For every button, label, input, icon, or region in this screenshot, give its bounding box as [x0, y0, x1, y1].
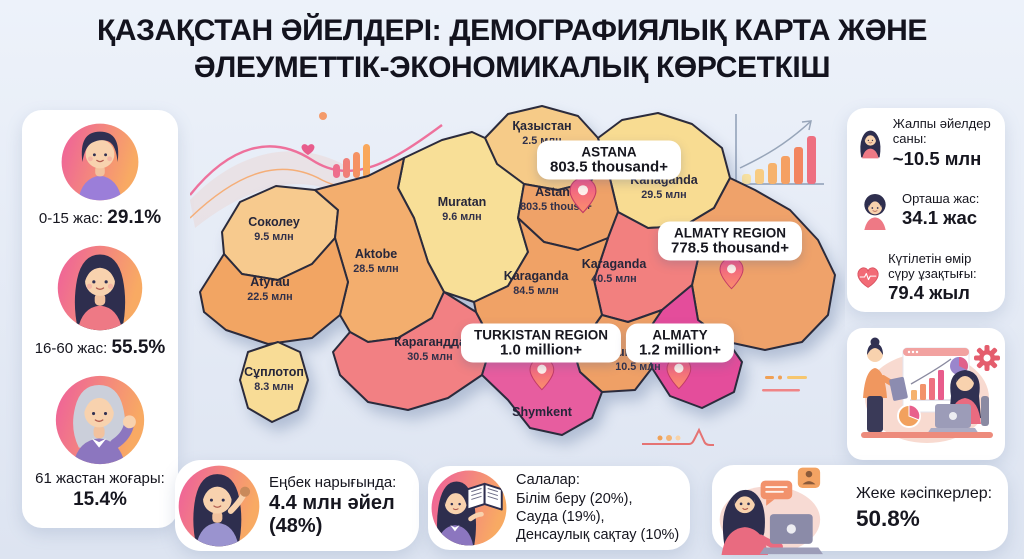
callout-almaty: ALMATY 1.2 million+ — [625, 323, 735, 363]
age-group-61-plus: 61 жастан жоғары: 15.4% — [32, 374, 168, 513]
dot-decoration — [319, 112, 327, 120]
sector-line: Білім беру (20%), — [516, 490, 633, 507]
region-label: Muratan 9.6 млн — [438, 195, 487, 223]
elder-woman-avatar-illustration — [55, 375, 145, 464]
region-label: Astana 803.5 thousa+ — [520, 185, 592, 213]
mini-bar-chart-decoration — [333, 144, 370, 178]
age-stat-value: 55.5% — [111, 336, 166, 358]
region-label: Karaganda 40.5 млн — [582, 257, 648, 285]
callout-value: 1.2 million+ — [638, 341, 722, 359]
heart-pulse-icon — [857, 267, 879, 289]
woman-avatar-illustration — [57, 245, 143, 330]
kazakhstan-map: Қазыстан 2.5 млн Kanaganda 29.5 млн Murata… — [190, 105, 836, 446]
age-stat-text: 16-60 жас: 55.5% — [35, 336, 166, 360]
woman-short-hair-icon — [864, 194, 886, 230]
callout-value: 803.5 thousand+ — [550, 158, 668, 176]
stat-text: Орташа жас: 34.1 жас — [902, 191, 979, 229]
sectors-label: Салалар: — [516, 472, 580, 489]
sectors-text: Салалар: Білім беру (20%), Сауда (19%), … — [516, 471, 679, 544]
region-label: Atyrau 22.5 млн — [247, 275, 292, 303]
growth-chart-decoration — [730, 114, 824, 185]
page-title: ҚАЗАҚСТАН ӘЙЕЛДЕРІ: ДЕМОГРАФИЯЛЫҚ КАРТА … — [0, 12, 1024, 86]
callout-turkistan-region: TURKISTAN REGION 1.0 million+ — [461, 323, 621, 363]
stat-label: Күтілетін өмір сүру ұзақтығы: — [888, 250, 977, 281]
stat-value: 79.4 жыл — [888, 282, 970, 304]
age-stat-value: 29.1% — [107, 207, 162, 228]
pulse-line-decoration — [642, 375, 807, 446]
map-pin-almaty — [666, 356, 692, 390]
stat-average-age: Орташа жас: 34.1 жас — [855, 190, 997, 230]
callout-title: ASTANA — [581, 144, 637, 160]
region-label: Shymkent — [512, 405, 573, 419]
age-stats-panel: 0-15 жас: 29.1% 16-60 жас: 55.5% — [22, 110, 178, 528]
labor-market-text: Еңбек нарығында: 4.4 млн әйел (48%) — [269, 474, 396, 538]
region-label: Карагандда 30.5 млн — [394, 335, 467, 363]
entrepreneurs-label: Жеке кәсіпкерлер: — [856, 484, 993, 502]
woman-long-hair-icon — [860, 130, 881, 159]
callout-title: TURKISTAN REGION — [474, 327, 608, 343]
heart-decoration — [301, 144, 315, 155]
callout-title: ALMATY — [652, 327, 708, 343]
region-label: Aktobe 28.5 млн — [353, 247, 398, 275]
stat-label: Орташа жас: — [902, 190, 980, 206]
stat-total-women: Жалпы әйелдер саны: ~10.5 млн — [855, 116, 997, 169]
labor-market-card: Еңбек нарығында: 4.4 млн әйел (48%) — [175, 460, 419, 551]
age-stat-value: 15.4% — [73, 489, 127, 511]
office-women-illustration — [861, 337, 1000, 443]
region-sulpotop — [239, 341, 309, 423]
sector-line: Сауда (19%), — [516, 509, 605, 525]
age-group-16-60: 16-60 жас: 55.5% — [35, 244, 166, 360]
office-women-illustration-card — [847, 328, 1005, 460]
entrepreneurs-card: Жеке кәсіпкерлер: 50.8% — [712, 465, 1008, 555]
callout-astana: ASTANA 803.5 thousand+ — [537, 140, 681, 180]
map-pin-turkistan — [529, 357, 555, 391]
callout-title: ALMATY REGION — [673, 225, 786, 241]
title-line-2: ӘЛЕУМЕТТІК-ЭКОНОМИКАЛЫҚ КӨРСЕТКІШ — [193, 51, 831, 84]
stat-value: 34.1 жас — [902, 207, 978, 229]
age-stat-text: 61 жастан жоғары: 15.4% — [32, 470, 168, 513]
labor-market-percent: (48%) — [269, 514, 323, 537]
callout-almaty-region: ALMATY REGION 778.5 thousand+ — [658, 221, 802, 261]
title-line-1: ҚАЗАҚСТАН ӘЙЕЛДЕРІ: ДЕМОГРАФИЯЛЫҚ КАРТА … — [96, 14, 928, 47]
stat-text: Жалпы әйелдер саны: ~10.5 млн — [893, 116, 997, 169]
sector-line: Денсаулық сақтау (10%) — [516, 527, 680, 544]
stat-value: ~10.5 млн — [892, 147, 982, 169]
stat-text: Күтілетін өмір сүру ұзақтығы: 79.4 жыл — [888, 251, 997, 304]
region-label: Соколеу 9.5 млн — [248, 215, 300, 243]
callout-value: 778.5 thousand+ — [671, 239, 789, 257]
region-atyrau — [199, 237, 349, 345]
stat-label: Жалпы әйелдер саны: — [892, 116, 991, 147]
age-group-0-15: 0-15 жас: 29.1% — [39, 122, 161, 230]
age-stat-label: 0-15 жас: — [38, 210, 104, 227]
population-stats-panel: Жалпы әйелдер саны: ~10.5 млн Орташа жас… — [847, 108, 1005, 312]
callout-value: 1.0 million+ — [499, 341, 583, 359]
woman-laptop-illustration — [719, 467, 823, 555]
map-pin-astana — [569, 177, 597, 214]
labor-market-value: 4.4 млн әйел — [269, 491, 395, 514]
stat-life-expectancy: Күтілетін өмір сүру ұзақтығы: 79.4 жыл — [855, 251, 997, 304]
region-label: Сұплотоп 8.3 млн — [244, 365, 304, 393]
girl-avatar-illustration — [61, 123, 139, 201]
age-stat-text: 0-15 жас: 29.1% — [39, 206, 161, 230]
gear-icon — [974, 345, 1000, 371]
woman-with-book-avatar-illustration — [431, 470, 507, 546]
sectors-card: Салалар: Білім беру (20%), Сауда (19%), … — [428, 466, 690, 550]
labor-market-label: Еңбек нарығында: — [269, 473, 397, 491]
woman-presenting-avatar-illustration — [178, 465, 260, 546]
age-stat-label: 16-60 жас: — [34, 339, 108, 357]
region-label: Karaganda 84.5 млн — [504, 269, 570, 297]
map-pin-almaty-region — [719, 257, 744, 290]
age-stat-label: 61 жастан жоғары: — [35, 469, 165, 487]
entrepreneurs-text: Жеке кәсіпкерлер: 50.8% — [856, 484, 992, 532]
entrepreneurs-value: 50.8% — [856, 506, 920, 532]
